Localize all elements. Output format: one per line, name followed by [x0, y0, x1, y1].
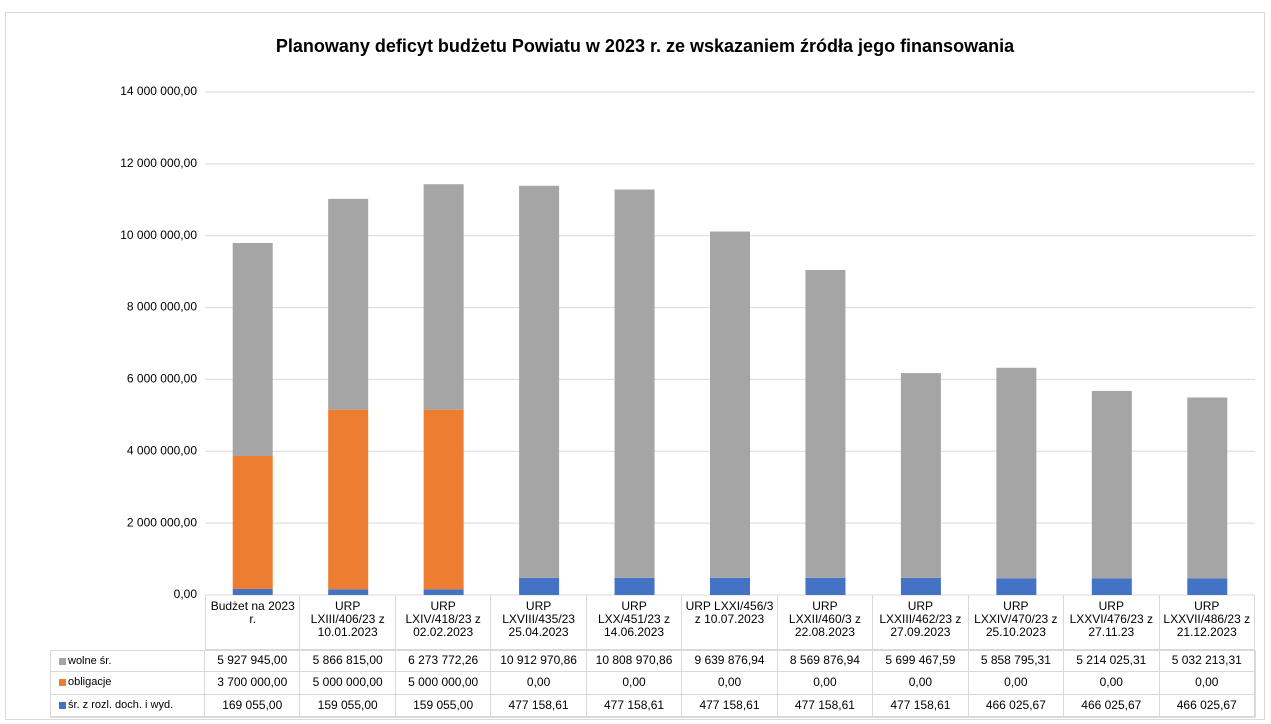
data-label: 0,00 — [491, 672, 587, 695]
bar-segment — [328, 198, 369, 410]
data-label: 5 032 213,31 — [1159, 650, 1255, 673]
y-tick-label: 8 000 000,00 — [127, 300, 197, 314]
data-label: 477 158,61 — [682, 694, 778, 717]
bar-segment — [900, 577, 941, 595]
category-label: URP LXXIV/470/23 z 25.10.2023 — [968, 595, 1065, 650]
category-label: URP LXXVII/486/23 z 21.12.2023 — [1159, 595, 1255, 650]
data-label: 466 025,67 — [968, 694, 1065, 717]
data-label: 466 025,67 — [1159, 694, 1255, 717]
y-tick-label: 14 000 000,00 — [120, 84, 197, 98]
data-label: 159 055,00 — [395, 694, 492, 717]
legend-label: obligacje — [68, 676, 112, 689]
data-label: 9 639 876,94 — [682, 650, 778, 673]
bar-segment — [996, 367, 1037, 579]
data-label: 466 025,67 — [1064, 694, 1160, 717]
data-label: 5 699 467,59 — [873, 650, 969, 673]
y-tick-label: 0,00 — [174, 587, 198, 601]
legend-entry: obligacje — [50, 672, 205, 695]
legend-entry: śr. z rozl. doch. i wyd. — [50, 694, 205, 717]
legend-entry: wolne śr. — [50, 650, 205, 673]
bar-segment — [423, 409, 464, 590]
data-label: 10 808 970,86 — [586, 650, 683, 673]
data-label: 0,00 — [777, 672, 874, 695]
bar-segment — [1091, 390, 1132, 579]
category-label: URP LXXI/456/3 z 10.07.2023 — [682, 595, 778, 650]
bar-segment — [423, 589, 464, 595]
data-label: 3 700 000,00 — [205, 672, 301, 695]
bar-segment — [996, 578, 1037, 595]
bar-segment — [1187, 578, 1228, 595]
bar-segment — [1091, 578, 1132, 595]
legend-key — [59, 701, 66, 709]
category-label: URP LXIII/406/23 z 10.01.2023 — [300, 595, 396, 650]
category-label: URP LXX/451/23 z 14.06.2023 — [586, 595, 683, 650]
y-tick-label: 4 000 000,00 — [127, 443, 197, 457]
data-label: 6 273 772,26 — [395, 650, 492, 673]
data-label: 5 927 945,00 — [205, 650, 301, 673]
data-label: 10 912 970,86 — [491, 650, 587, 673]
bar-segment — [614, 189, 655, 578]
bar-segment — [328, 589, 369, 595]
data-label: 0,00 — [1064, 672, 1160, 695]
bar-segment — [519, 185, 560, 578]
data-label: 5 000 000,00 — [395, 672, 492, 695]
data-label: 477 158,61 — [586, 694, 683, 717]
data-label: 5 866 815,00 — [300, 650, 396, 673]
bar-segment — [805, 269, 846, 578]
y-tick-label: 6 000 000,00 — [127, 372, 197, 386]
category-label: URP LXVIII/435/23 25.04.2023 — [491, 595, 587, 650]
bar-segment — [232, 588, 273, 595]
data-label: 477 158,61 — [491, 694, 587, 717]
legend-key — [59, 679, 66, 687]
y-tick-label: 10 000 000,00 — [120, 228, 197, 242]
y-tick-label: 12 000 000,00 — [120, 156, 197, 170]
legend-key — [59, 657, 66, 665]
bar-segment — [328, 409, 369, 590]
category-label: URP LXXIII/462/23 z 27.09.2023 — [873, 595, 969, 650]
data-label: 0,00 — [682, 672, 778, 695]
category-label: URP LXXVI/476/23 z 27.11.23 — [1064, 595, 1160, 650]
bar-segment — [710, 231, 750, 578]
chart-title: Planowany deficyt budżetu Powiatu w 2023… — [276, 36, 1015, 56]
data-label: 5 000 000,00 — [300, 672, 396, 695]
bar-segment — [614, 577, 655, 595]
bar-segment — [232, 455, 273, 589]
bar-segment — [519, 577, 560, 595]
bar-segment — [710, 577, 750, 595]
data-label: 0,00 — [1159, 672, 1255, 695]
y-tick-label: 2 000 000,00 — [127, 515, 197, 529]
legend-label: śr. z rozl. doch. i wyd. — [68, 698, 174, 711]
data-label: 477 158,61 — [873, 694, 969, 717]
bar-segment — [805, 577, 846, 595]
data-label: 5 858 795,31 — [968, 650, 1065, 673]
bar-segment — [423, 184, 464, 410]
data-label: 169 055,00 — [205, 694, 301, 717]
category-label: Budżet na 2023 r. — [205, 595, 301, 650]
bar-segment — [232, 243, 273, 456]
data-label: 477 158,61 — [777, 694, 874, 717]
data-label: 0,00 — [586, 672, 683, 695]
category-label: URP LXXII/460/3 z 22.08.2023 — [777, 595, 874, 650]
bar-segment — [1187, 397, 1228, 579]
data-label: 159 055,00 — [300, 694, 396, 717]
data-label: 8 569 876,94 — [777, 650, 874, 673]
data-label: 0,00 — [968, 672, 1065, 695]
bar-segment — [900, 373, 941, 578]
data-label: 0,00 — [873, 672, 969, 695]
legend-label: wolne śr. — [68, 654, 112, 667]
category-label: URP LXIV/418/23 z 02.02.2023 — [395, 595, 492, 650]
data-label: 5 214 025,31 — [1064, 650, 1160, 673]
